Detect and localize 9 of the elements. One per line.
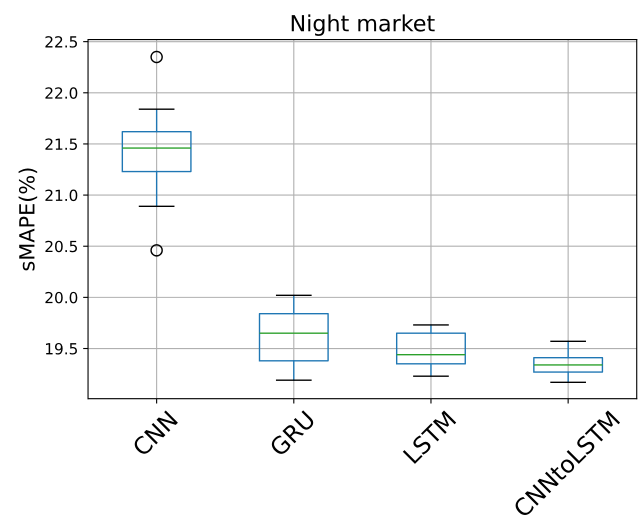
y-tick-label: 21.0 xyxy=(45,190,78,202)
y-tick-label: 19.5 xyxy=(46,342,77,355)
y-axis-title: sMAPE(%) xyxy=(18,168,38,270)
y-tick-label: 21.5 xyxy=(45,138,77,150)
chart-title: Night market xyxy=(292,14,435,36)
y-tick-label: 20.5 xyxy=(45,240,77,252)
y-tick-label: 22.0 xyxy=(45,87,78,99)
y-tick-label: 20.0 xyxy=(45,292,78,304)
y-tick-label: 22.5 xyxy=(45,36,77,48)
